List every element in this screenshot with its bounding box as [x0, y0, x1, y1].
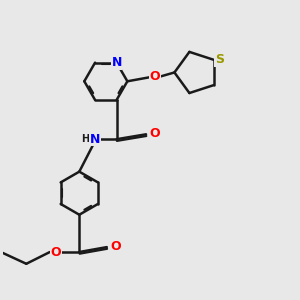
- Text: S: S: [215, 53, 224, 66]
- Text: O: O: [150, 127, 160, 140]
- Text: O: O: [110, 240, 121, 253]
- Text: H: H: [81, 134, 89, 144]
- Text: O: O: [50, 245, 61, 259]
- Text: N: N: [111, 56, 122, 69]
- Text: O: O: [149, 70, 160, 83]
- Text: N: N: [90, 133, 100, 146]
